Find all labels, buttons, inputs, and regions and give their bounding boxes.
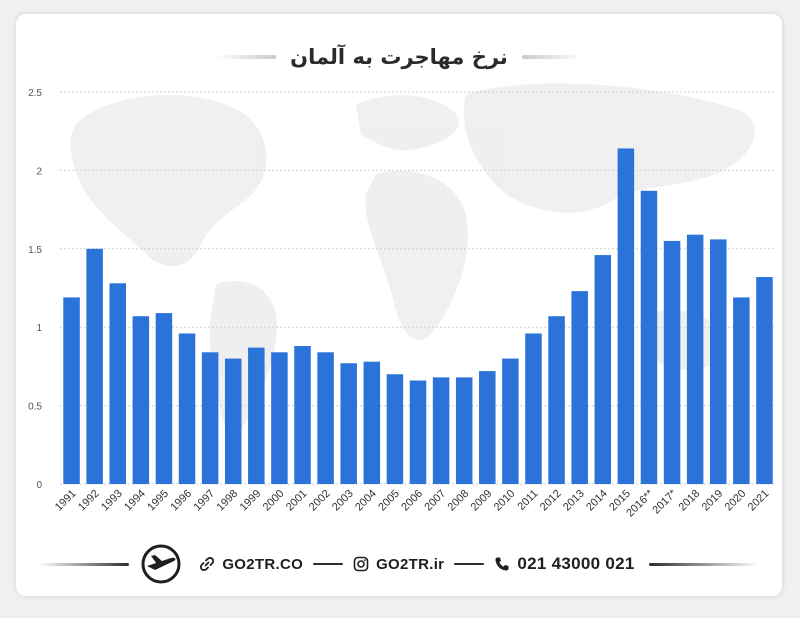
footer-separator-1 <box>313 563 344 565</box>
footer-bar: GO2TR.CO GO2TR.ir 021 43000 021 <box>16 544 782 584</box>
bar-1991 <box>63 297 80 484</box>
y-tick-label: 1.5 <box>28 245 42 256</box>
bar-2002 <box>317 352 334 484</box>
chart-bars <box>63 148 773 484</box>
phone-icon <box>495 557 509 571</box>
bar-1992 <box>86 248 103 484</box>
x-tick-label: 2006 <box>399 488 425 514</box>
x-tick-label: 2005 <box>376 488 402 514</box>
phone-contact[interactable]: 021 43000 021 <box>494 554 634 574</box>
bar-2018 <box>686 234 704 484</box>
bar-chart: 00.511.522.5 199119921993199419951996199… <box>28 83 776 519</box>
bar-2011 <box>525 333 542 484</box>
x-tick-label: 2000 <box>261 488 287 514</box>
y-axis-ticks: 0 0.5 1 1.5 2 2.5 <box>28 88 42 491</box>
world-map-watermark <box>70 83 755 431</box>
x-tick-label: 1997 <box>191 488 217 514</box>
website-link[interactable]: GO2TR.CO <box>199 556 303 573</box>
title-bar: نرخ مهاجرت به آلمان <box>16 42 782 72</box>
bar-2010 <box>502 358 519 484</box>
title-divider-right <box>521 55 582 59</box>
bar-2012 <box>548 316 565 484</box>
x-tick-label: 1998 <box>215 488 241 514</box>
x-tick-label: 2018 <box>676 488 702 514</box>
bar-2001 <box>294 346 311 484</box>
x-tick-label: 2016** <box>624 487 656 519</box>
x-tick-label: 2021 <box>746 488 772 514</box>
x-tick-label: 1991 <box>53 488 79 514</box>
bar-2017* <box>663 240 681 484</box>
y-tick-label: 0.5 <box>28 402 42 413</box>
bar-1997 <box>201 352 219 484</box>
x-tick-label: 2002 <box>307 488 333 514</box>
x-tick-label: 2020 <box>723 488 749 514</box>
x-tick-label: 1999 <box>238 488 264 514</box>
bar-2003 <box>340 363 357 484</box>
bar-2006 <box>409 380 427 484</box>
x-tick-label: 1993 <box>99 488 125 514</box>
footer-separator-2 <box>454 563 485 565</box>
y-tick-label: 1 <box>36 323 42 334</box>
x-tick-label: 2012 <box>538 488 564 514</box>
bar-2019 <box>710 239 727 484</box>
instagram-text: GO2TR.ir <box>376 555 445 573</box>
bar-2014 <box>594 255 612 484</box>
x-tick-label: 1995 <box>145 488 171 514</box>
x-tick-label: 2013 <box>561 488 587 514</box>
bar-2015 <box>617 148 635 484</box>
x-tick-label: 1996 <box>168 488 194 514</box>
bar-2009 <box>479 371 496 484</box>
instagram-icon <box>353 556 369 572</box>
x-tick-label: 2010 <box>492 488 518 514</box>
bar-1996 <box>178 333 196 484</box>
bar-2000 <box>271 352 288 484</box>
bar-2016** <box>640 190 658 484</box>
y-tick-label: 2.5 <box>28 88 42 99</box>
bar-1993 <box>109 283 126 484</box>
x-tick-label: 1994 <box>122 488 148 514</box>
x-tick-label: 2003 <box>330 488 356 514</box>
bar-2005 <box>386 374 404 484</box>
bar-2007 <box>432 377 450 484</box>
x-tick-label: 2008 <box>446 488 472 514</box>
phone-text: 021 43000 021 <box>517 554 635 573</box>
footer-divider-left <box>39 562 130 566</box>
bar-2008 <box>455 377 473 484</box>
bar-2020 <box>733 297 750 484</box>
x-tick-label: 2014 <box>584 488 610 514</box>
x-tick-label: 2004 <box>353 488 379 514</box>
bar-1994 <box>132 316 150 484</box>
chart-title: نرخ مهاجرت به آلمان <box>290 45 508 69</box>
website-text: GO2TR.CO <box>222 555 304 573</box>
y-tick-label: 0 <box>36 480 42 491</box>
chart-card: نرخ مهاجرت به آلمان 0 0.5 1 1.5 2 2.5 1991 199… <box>16 14 782 596</box>
x-tick-label: 2001 <box>284 488 310 514</box>
bar-1998 <box>224 358 242 484</box>
bar-1999 <box>248 347 265 484</box>
x-tick-label: 2009 <box>469 488 495 514</box>
link-icon <box>200 557 215 571</box>
x-tick-label: 2019 <box>700 488 726 514</box>
airplane-logo-icon <box>141 544 181 584</box>
x-tick-label: 1992 <box>76 488 102 514</box>
bar-2004 <box>363 361 381 484</box>
x-axis-ticks: 1991199219931994199519961997199819992000… <box>53 487 772 519</box>
footer-divider-right <box>648 562 759 566</box>
bar-1995 <box>155 313 173 484</box>
bar-2013 <box>571 291 588 484</box>
x-tick-label: 2007 <box>422 488 448 514</box>
x-tick-label: 2017* <box>650 487 679 516</box>
x-tick-label: 2011 <box>515 488 540 513</box>
bar-2021 <box>756 277 773 484</box>
title-divider-left <box>216 55 277 59</box>
instagram-link[interactable]: GO2TR.ir <box>353 556 444 573</box>
y-tick-label: 2 <box>36 166 42 177</box>
